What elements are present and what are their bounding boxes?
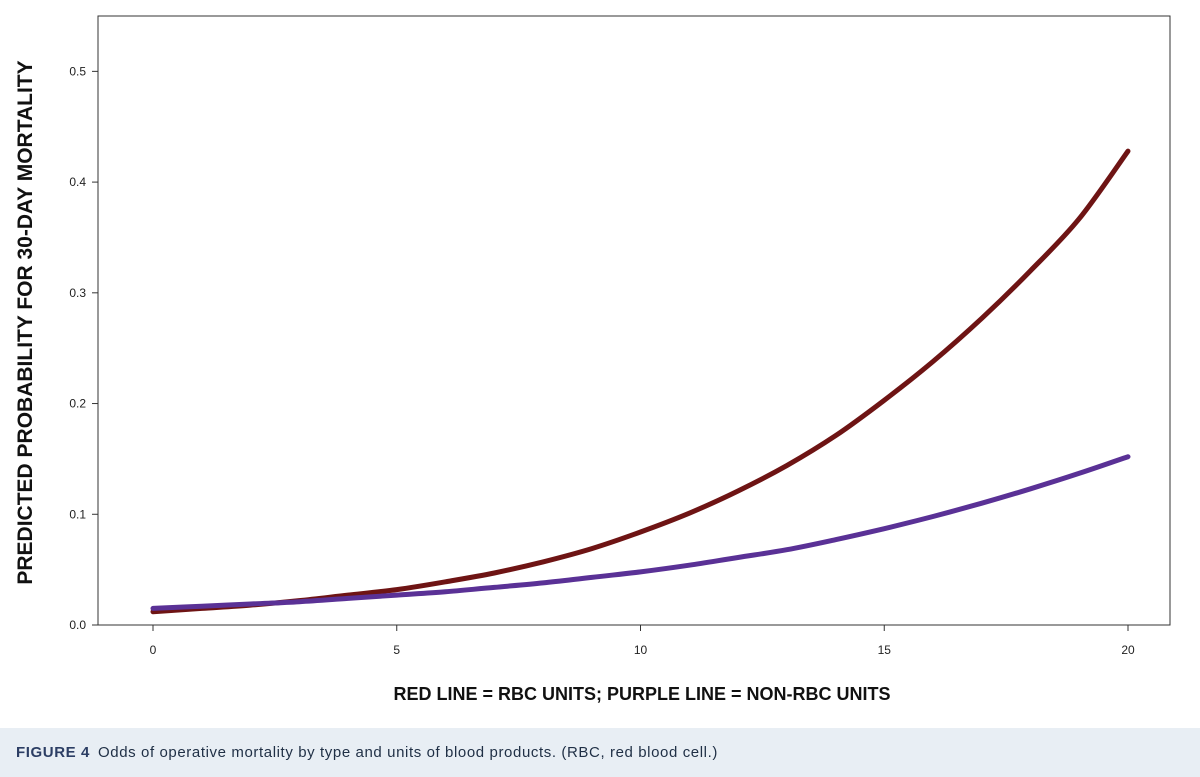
y-tick-label: 0.5 [69, 64, 86, 78]
line-chart: 0.0 0.1 0.2 0.3 0.4 0.5 0 5 10 15 20 PREDICTED PRO… [14, 15, 1171, 704]
chart-area: 0.0 0.1 0.2 0.3 0.4 0.5 0 5 10 15 20 PREDICTED PRO… [14, 15, 1171, 704]
series-lines [150, 148, 1131, 615]
x-tick-label: 10 [634, 643, 648, 657]
series-line-non-rbc [150, 454, 1131, 611]
x-tick-label: 5 [393, 643, 400, 657]
x-tick-label: 15 [878, 643, 892, 657]
y-tick-label: 0.2 [69, 397, 86, 411]
y-axis-label: PREDICTED PROBABILITY FOR 30-DAY MORTALI… [14, 60, 37, 584]
figure-caption-text: Odds of operative mortality by type and … [97, 744, 718, 761]
y-tick-label: 0.4 [69, 175, 86, 189]
x-axis-label: RED LINE = RBC UNITS; PURPLE LINE = NON-… [393, 684, 890, 704]
ticks: 0.0 0.1 0.2 0.3 0.4 0.5 0 5 10 15 20 [69, 64, 1135, 657]
x-tick-label: 0 [150, 643, 157, 657]
figure-caption: FIGURE 4 Odds of operative mortality by … [0, 728, 1200, 777]
figure-number: FIGURE 4 [16, 744, 90, 761]
y-tick-label: 0.1 [69, 507, 86, 521]
x-tick-label: 20 [1121, 643, 1135, 657]
y-tick-label: 0.0 [69, 618, 86, 632]
plot-frame [97, 15, 1171, 626]
axes [97, 15, 1171, 626]
series-line-rbc [150, 148, 1131, 615]
y-tick-label: 0.3 [69, 286, 86, 300]
